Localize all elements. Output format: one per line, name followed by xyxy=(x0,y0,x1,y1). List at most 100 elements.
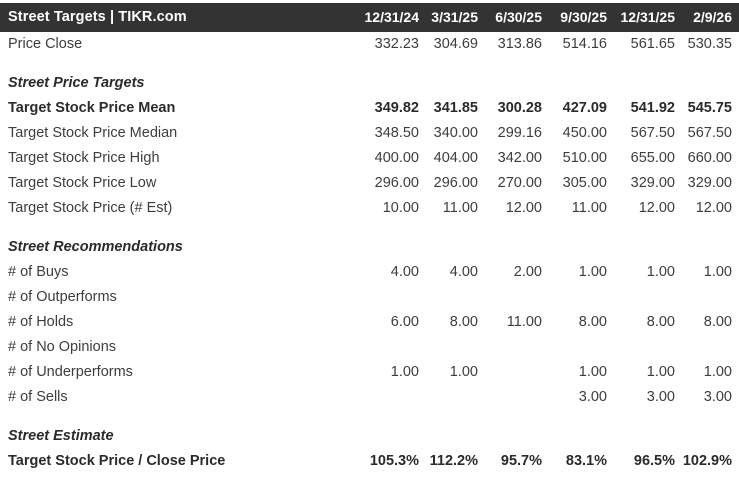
cell-value xyxy=(419,385,478,410)
cell-value xyxy=(478,360,542,385)
cell-value xyxy=(542,335,607,360)
cell-value: 567.50 xyxy=(687,125,732,141)
cell-value: 1.00 xyxy=(703,264,732,280)
table-row: Price Close 332.23 304.69 313.86 514.16 561.6… xyxy=(0,32,739,57)
column-header: 9/30/25 xyxy=(560,9,607,25)
row-label: Target Stock Price High xyxy=(8,150,160,166)
table-header-bar: Street Targets | TIKR.com 12/31/24 3/31/2… xyxy=(0,3,739,32)
column-header: 2/9/26 xyxy=(693,9,732,25)
cell-value: 530.35 xyxy=(687,36,732,52)
cell-value: 340.00 xyxy=(433,125,478,141)
row-label: # of Sells xyxy=(8,389,68,405)
cell-value: 404.00 xyxy=(433,150,478,166)
cell-value: 567.50 xyxy=(630,125,675,141)
cell-value xyxy=(478,385,542,410)
column-header: 3/31/25 xyxy=(431,9,478,25)
cell-value: 655.00 xyxy=(630,150,675,166)
row-label: Target Stock Price (# Est) xyxy=(8,200,173,216)
cell-value: 510.00 xyxy=(562,150,607,166)
cell-value: 10.00 xyxy=(382,200,419,216)
cell-value: 514.16 xyxy=(562,36,607,52)
row-label: # of Holds xyxy=(8,314,74,330)
table-body: Price Close 332.23 304.69 313.86 514.16 561.6… xyxy=(0,32,739,474)
row-label: Street Estimate xyxy=(8,428,114,444)
cell-value: 660.00 xyxy=(687,150,732,166)
row-label: # of Outperforms xyxy=(8,289,117,305)
cell-value: 1.00 xyxy=(390,364,419,380)
table-title: Street Targets | TIKR.com xyxy=(8,9,187,25)
cell-value: 305.00 xyxy=(562,175,607,191)
cell-value: 105.3% xyxy=(369,453,419,469)
cell-value: 8.00 xyxy=(449,314,478,330)
cell-value: 329.00 xyxy=(630,175,675,191)
cell-value: 1.00 xyxy=(578,364,607,380)
cell-value: 329.00 xyxy=(687,175,732,191)
cell-value: 1.00 xyxy=(449,364,478,380)
cell-value xyxy=(478,335,542,360)
spacer-row xyxy=(0,57,739,71)
cell-value: 12.00 xyxy=(505,200,542,216)
cell-value xyxy=(333,285,419,310)
cell-value: 1.00 xyxy=(646,264,675,280)
cell-value: 349.82 xyxy=(374,100,419,116)
cell-value: 427.09 xyxy=(562,100,607,116)
cell-value xyxy=(333,385,419,410)
cell-value: 6.00 xyxy=(390,314,419,330)
table-row: # of Buys 4.00 4.00 2.00 1.00 1.00 1.00 xyxy=(0,260,739,285)
cell-value: 313.86 xyxy=(497,36,542,52)
column-header: 12/31/25 xyxy=(620,9,676,25)
cell-value: 102.9% xyxy=(682,453,732,469)
cell-value: 4.00 xyxy=(449,264,478,280)
table-row: # of No Opinions xyxy=(0,335,739,360)
cell-value: 300.28 xyxy=(497,100,542,116)
row-label: Target Stock Price Median xyxy=(8,125,178,141)
row-label: Target Stock Price Mean xyxy=(8,100,176,116)
cell-value xyxy=(419,285,478,310)
cell-value xyxy=(675,335,732,360)
cell-value xyxy=(542,285,607,310)
table-row: Target Stock Price Median 348.50 340.00 299… xyxy=(0,121,739,146)
cell-value: 11.00 xyxy=(442,200,478,216)
spacer-row xyxy=(0,221,739,235)
row-label: Price Close xyxy=(8,36,83,52)
column-header: 12/31/24 xyxy=(364,9,420,25)
cell-value: 95.7% xyxy=(500,453,542,469)
cell-value: 11.00 xyxy=(571,200,607,216)
cell-value: 1.00 xyxy=(578,264,607,280)
row-label: # of Buys xyxy=(8,264,69,280)
cell-value: 4.00 xyxy=(390,264,419,280)
section-row: Street Recommendations xyxy=(0,235,739,260)
row-label: Street Recommendations xyxy=(8,239,183,255)
cell-value: 270.00 xyxy=(497,175,542,191)
cell-value: 400.00 xyxy=(374,150,419,166)
table-row: # of Underperforms 1.00 1.00 1.00 1.00 1.00 xyxy=(0,360,739,385)
cell-value: 342.00 xyxy=(497,150,542,166)
column-header: 6/30/25 xyxy=(495,9,542,25)
table-row: Target Stock Price (# Est) 10.00 11.00 12.0… xyxy=(0,196,739,221)
cell-value: 541.92 xyxy=(630,100,675,116)
cell-value xyxy=(419,335,478,360)
row-label: # of Underperforms xyxy=(8,364,133,380)
cell-value: 8.00 xyxy=(578,314,607,330)
cell-value: 3.00 xyxy=(578,389,607,405)
table-row: # of Outperforms xyxy=(0,285,739,310)
table-row: Target Stock Price High 400.00 404.00 342.0… xyxy=(0,146,739,171)
cell-value: 12.00 xyxy=(695,200,732,216)
cell-value xyxy=(607,335,675,360)
cell-value: 2.00 xyxy=(513,264,542,280)
table-row: Target Stock Price Mean 349.82 341.85 300.2… xyxy=(0,96,739,121)
cell-value: 304.69 xyxy=(433,36,478,52)
cell-value: 299.16 xyxy=(497,125,542,141)
table-row: # of Sells 3.00 3.00 3.00 xyxy=(0,385,739,410)
cell-value: 83.1% xyxy=(565,453,607,469)
cell-value: 11.00 xyxy=(506,314,542,330)
street-targets-page: Street Targets | TIKR.com 12/31/24 3/31/2… xyxy=(0,3,739,474)
cell-value: 1.00 xyxy=(646,364,675,380)
cell-value: 8.00 xyxy=(646,314,675,330)
section-row: Street Estimate xyxy=(0,424,739,449)
row-label: Target Stock Price / Close Price xyxy=(8,453,226,469)
cell-value: 8.00 xyxy=(703,314,732,330)
cell-value xyxy=(607,285,675,310)
cell-value: 1.00 xyxy=(703,364,732,380)
cell-value xyxy=(478,285,542,310)
